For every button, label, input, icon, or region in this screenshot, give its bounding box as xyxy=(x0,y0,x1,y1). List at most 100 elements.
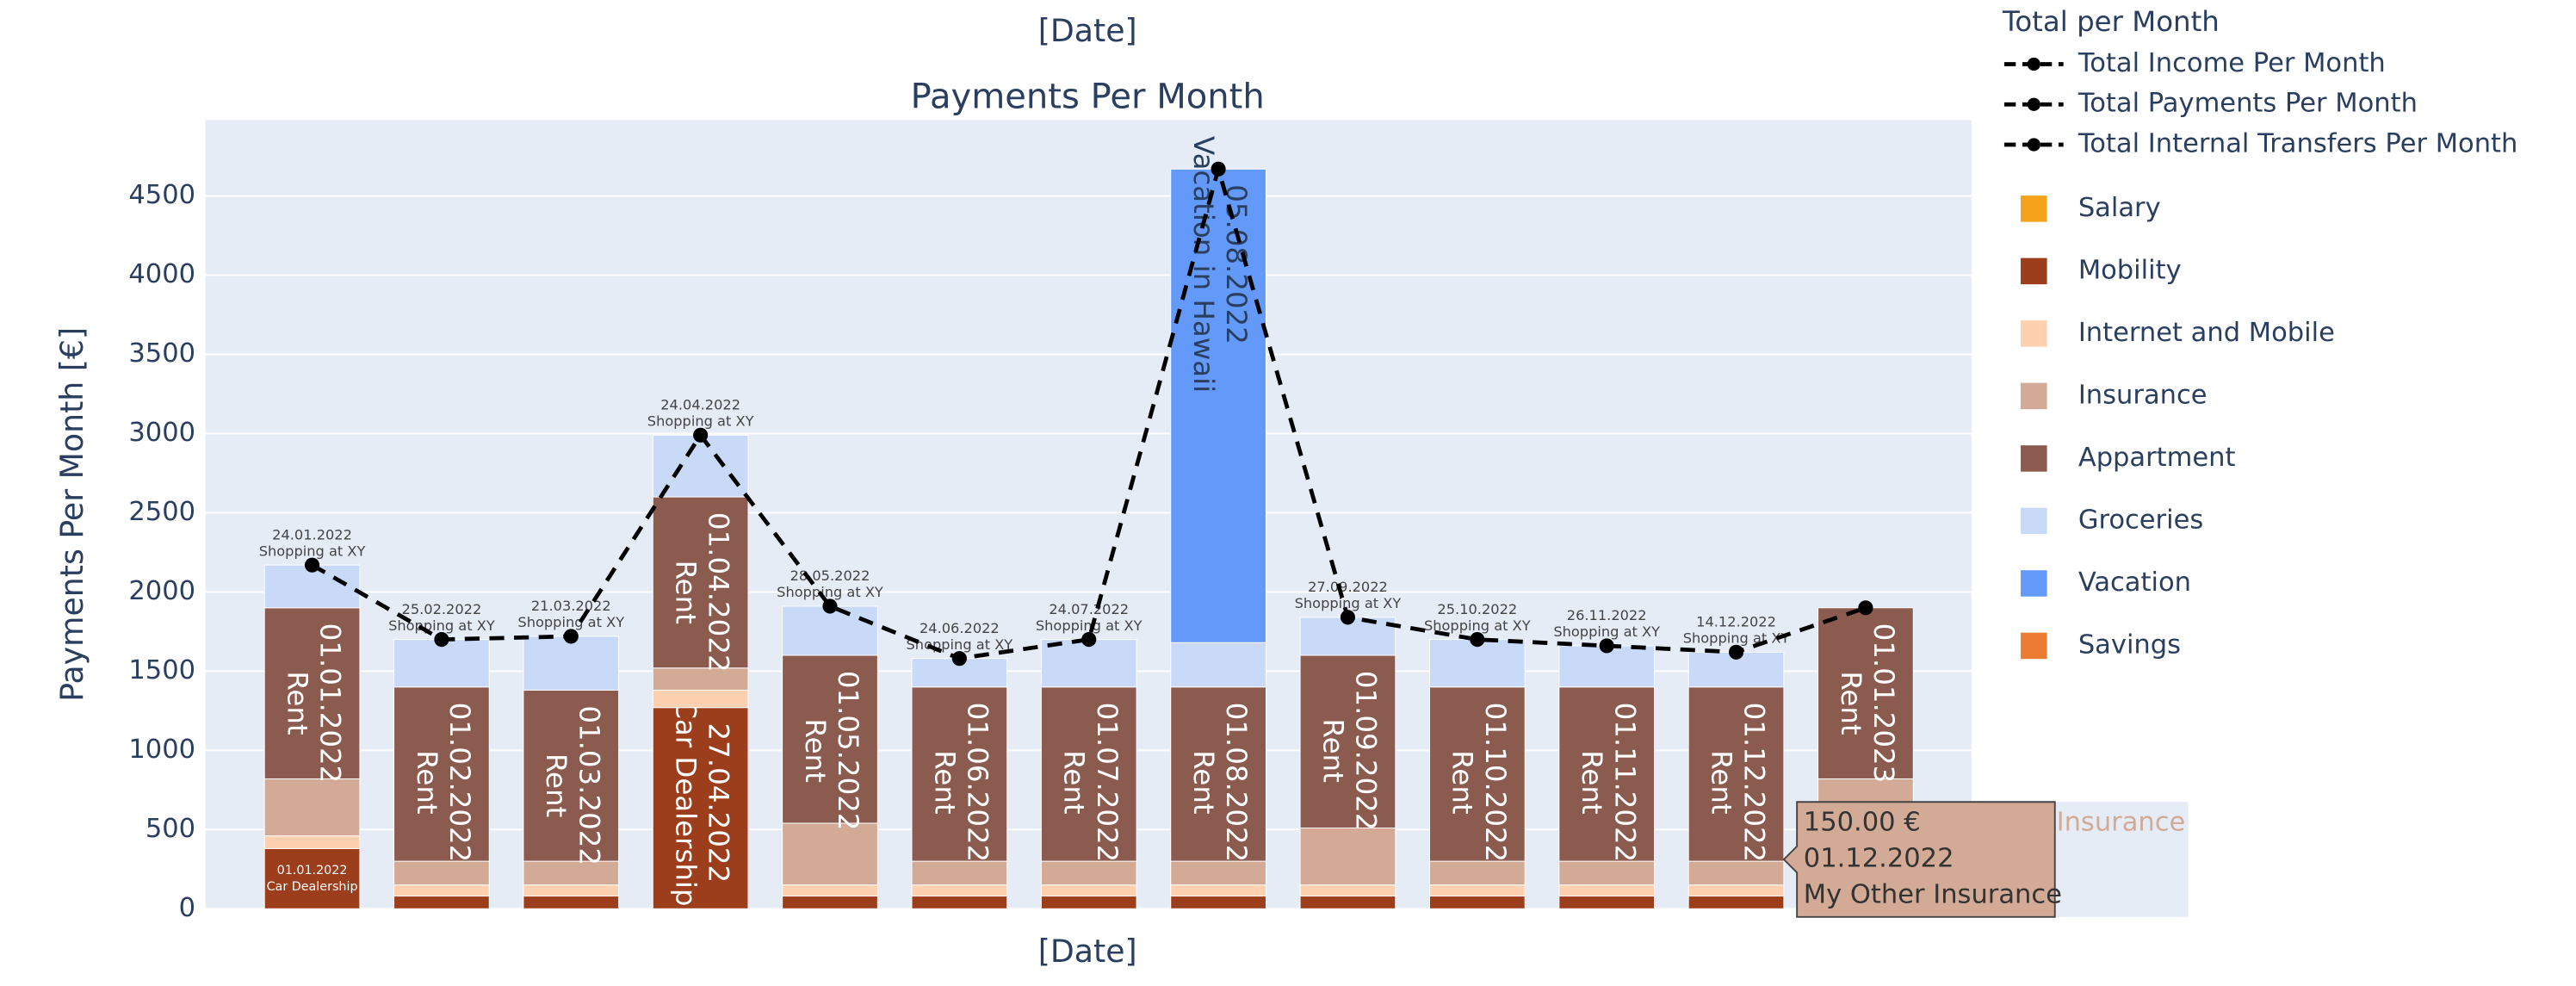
segment-date: 01.11.2022 xyxy=(1608,703,1641,863)
hover-box xyxy=(1782,801,2056,918)
line-marker xyxy=(693,427,709,443)
legend-label: Total Internal Transfers Per Month xyxy=(2078,128,2518,158)
segment-date: 01.03.2022 xyxy=(573,705,605,865)
bar-segment xyxy=(782,884,878,897)
segment-description: Shopping at XY xyxy=(259,543,366,559)
line-marker xyxy=(563,629,579,644)
bar-segment xyxy=(911,884,1008,897)
bar-segment xyxy=(1429,639,1526,688)
bar-segment xyxy=(1817,607,1914,779)
y-tick-label: 1000 xyxy=(128,735,195,765)
segment-description: Rent xyxy=(411,750,443,814)
legend-label: Total Payments Per Month xyxy=(2078,89,2418,119)
bar-segment xyxy=(393,686,490,862)
hover-name: Insurance xyxy=(2057,808,2186,838)
line-marker xyxy=(822,598,838,614)
segment-description: Rent xyxy=(540,753,573,817)
bar-segment xyxy=(1558,884,1655,897)
segment-date: 01.09.2022 xyxy=(1350,671,1383,831)
bar-segment xyxy=(1040,896,1137,909)
segment-date: 25.10.2022 xyxy=(1437,601,1517,617)
y-tick-label: 2500 xyxy=(128,497,195,527)
bar-segment xyxy=(263,607,361,779)
bar-segment xyxy=(523,860,620,886)
bar-segment xyxy=(1429,860,1526,886)
segment-date: 01.07.2022 xyxy=(1091,703,1124,863)
segment-date: 01.06.2022 xyxy=(961,703,994,863)
segment-description: Shopping at XY xyxy=(647,413,754,430)
bar-segment xyxy=(782,896,878,909)
bar-segment xyxy=(1558,686,1655,862)
segment-description: Rent xyxy=(1576,750,1608,814)
bar-segment xyxy=(652,496,749,669)
bar-segment xyxy=(1687,884,1785,897)
bar-segment xyxy=(1170,642,1266,688)
bar-segment xyxy=(1558,860,1655,886)
segment-date: 26.11.2022 xyxy=(1567,607,1647,623)
legend-swatch xyxy=(2021,320,2047,347)
bar-segment xyxy=(1299,896,1396,909)
segment-date: 28.05.2022 xyxy=(790,567,870,584)
legend-label: Salary xyxy=(2078,193,2161,223)
y-tick-label: 3500 xyxy=(128,338,195,369)
legend-label: Savings xyxy=(2078,629,2181,660)
line-marker xyxy=(951,651,967,667)
bar-segment xyxy=(393,884,490,897)
y-tick-label: 1500 xyxy=(128,655,195,685)
hover-date: 01.12.2022 xyxy=(1804,844,1954,874)
segment-description: Shopping at XY xyxy=(517,614,624,630)
segment-date: 01.04.2022 xyxy=(703,512,735,673)
bar-segment xyxy=(1299,827,1396,886)
segment-date: 27.09.2022 xyxy=(1308,579,1388,595)
legend-swatch xyxy=(2021,382,2047,410)
x-axis-title-top: [Date] xyxy=(1038,12,1137,49)
legend: Total Income Per Month Total Payments Per… xyxy=(2003,48,2518,660)
legend-marker xyxy=(2027,138,2040,152)
segment-description: Shopping at XY xyxy=(1036,617,1142,634)
bar-segment xyxy=(1299,884,1396,897)
segment-date: 01.10.2022 xyxy=(1479,703,1512,863)
segment-date: 24.07.2022 xyxy=(1049,601,1129,617)
y-axis-title: Payments Per Month [€] xyxy=(53,327,90,702)
legend-label: Insurance xyxy=(2078,380,2208,410)
bar-segment xyxy=(1040,860,1137,886)
hover-value: 150.00 € xyxy=(1804,808,1921,838)
legend-label: Internet and Mobile xyxy=(2078,318,2335,348)
segment-description: Shopping at XY xyxy=(1424,617,1531,634)
segment-description: Rent xyxy=(670,561,703,624)
y-tick-label: 0 xyxy=(179,893,195,923)
bar-segment xyxy=(393,639,490,688)
segment-description: Shopping at XY xyxy=(1553,623,1660,640)
legend-swatch xyxy=(2021,195,2047,222)
segment-date: 01.01.2023 xyxy=(1867,623,1900,784)
segment-description: Shopping at XY xyxy=(1295,595,1402,611)
bar-segment xyxy=(911,896,1008,909)
segment-description: Car Dealership xyxy=(670,699,703,906)
segment-date: 21.03.2022 xyxy=(531,598,611,614)
bar-segment xyxy=(1170,860,1266,886)
segment-description: Rent xyxy=(1446,750,1479,814)
segment-date: 01.08.2022 xyxy=(1220,703,1253,863)
segment-description: Rent xyxy=(1835,671,1867,735)
bar-segment xyxy=(1299,654,1396,828)
bar-segment xyxy=(1040,686,1137,862)
y-tick-label: 2000 xyxy=(128,576,195,606)
segment-description: Rent xyxy=(799,719,832,783)
legend-title: Total per Month xyxy=(2002,5,2220,38)
segment-description: Rent xyxy=(281,671,313,735)
segment-date: 24.01.2022 xyxy=(272,526,352,543)
line-marker xyxy=(1211,161,1226,177)
hover-name-bg xyxy=(2053,802,2189,917)
bar-segment xyxy=(911,686,1008,862)
bar-segment xyxy=(1429,686,1526,862)
bar-segment xyxy=(1170,884,1266,897)
segment-date: 14.12.2022 xyxy=(1696,613,1776,629)
